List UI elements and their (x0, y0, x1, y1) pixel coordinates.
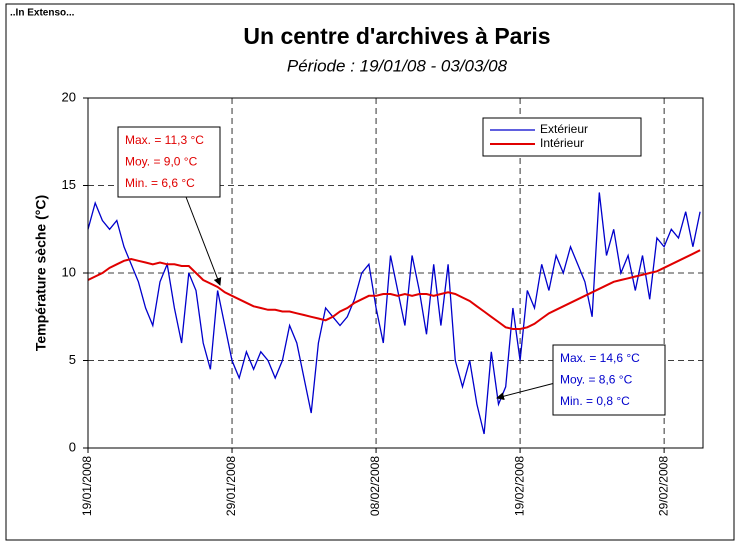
annotation-text: Moy. = 8,6 °C (560, 373, 633, 387)
annotation-text: Max. = 14,6 °C (560, 351, 640, 365)
annotation-text: Min. = 0,8 °C (560, 394, 630, 408)
chart-subtitle: Période : 19/01/08 - 03/03/08 (287, 56, 508, 75)
annotation-text: Moy. = 9,0 °C (125, 155, 198, 169)
legend-label: Extérieur (540, 122, 588, 136)
series-line (87, 192, 701, 435)
x-tick-label: 29/02/2008 (656, 456, 670, 516)
y-tick-label: 5 (69, 352, 76, 367)
y-tick-label: 10 (62, 264, 76, 279)
annotation-box (552, 344, 666, 416)
annotation-text: Max. = 11,3 °C (125, 133, 204, 147)
chart-title: Un centre d'archives à Paris (243, 23, 550, 49)
y-tick-label: 15 (62, 177, 76, 192)
legend-box (482, 117, 642, 157)
x-tick-label: 19/01/2008 (80, 456, 94, 516)
annotation-arrow (496, 382, 556, 401)
legend-label: Intérieur (540, 136, 584, 150)
annotation-text: Min. = 6,6 °C (125, 176, 195, 190)
x-tick-label: 19/02/2008 (512, 456, 526, 516)
plot-area (87, 98, 703, 448)
y-tick-label: 20 (62, 89, 76, 104)
frame (5, 3, 735, 541)
annotation-box (117, 126, 221, 198)
x-tick-label: 29/01/2008 (224, 456, 238, 516)
header: ..In Extenso... (10, 8, 75, 19)
y-tick-label: 0 (69, 439, 76, 454)
annotation-arrow (185, 196, 222, 286)
y-axis-label: Température sèche (°C) (33, 195, 49, 351)
x-tick-label: 08/02/2008 (368, 456, 382, 516)
series-line (87, 249, 701, 330)
